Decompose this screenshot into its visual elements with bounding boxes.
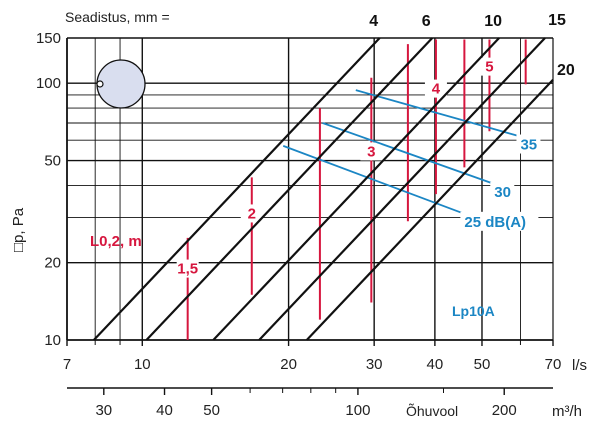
x-tick-label: 70 xyxy=(545,356,562,373)
y-tick-label: 20 xyxy=(44,255,61,272)
y-tick-label: 100 xyxy=(36,75,61,92)
x-top-unit: l/s xyxy=(572,357,587,374)
throw-layer: 1,5 2 3 4 5 xyxy=(177,39,526,340)
setting-lines-layer: 4 6 10 15 20 xyxy=(94,12,575,340)
damper-pivot xyxy=(97,81,103,87)
sound-label: 25 dB(A) xyxy=(464,214,526,231)
throw-legend-label: L0,2, m xyxy=(90,233,142,250)
sound-label: 30 xyxy=(494,184,511,201)
sound-legend-label: Lp10A xyxy=(452,303,495,319)
setting-label: 10 xyxy=(484,13,502,30)
m3h-tick-label: 100 xyxy=(345,402,370,419)
setting-label: 6 xyxy=(422,13,431,30)
x-bottom-unit: m³/h xyxy=(552,403,582,420)
throw-label: 2 xyxy=(248,205,256,222)
m3h-tick-label: 30 xyxy=(95,402,112,419)
damper-symbol xyxy=(97,60,145,108)
m3h-tick-label: 50 xyxy=(203,402,220,419)
x-tick-label: 7 xyxy=(63,356,71,373)
header-label: Seadistus, mm = xyxy=(65,9,170,25)
setting-line xyxy=(307,80,553,340)
x-tick-label: 40 xyxy=(427,356,444,373)
m3h-tick-label: 200 xyxy=(492,402,517,419)
y-tick-label: 10 xyxy=(44,332,61,349)
throw-label: 1,5 xyxy=(177,261,198,278)
x-tick-label: 20 xyxy=(280,356,297,373)
y-tick-label: 50 xyxy=(44,153,61,170)
y-axis-label: □p, Pa xyxy=(10,207,27,252)
throw-label: 3 xyxy=(367,143,375,160)
damper-inset xyxy=(97,60,145,108)
sound-label: 35 xyxy=(520,137,537,154)
x-tick-label: 50 xyxy=(474,356,491,373)
x-tick-label: 10 xyxy=(134,356,151,373)
throw-label: 5 xyxy=(485,59,493,76)
x-tick-label: 30 xyxy=(366,356,383,373)
x-bottom-label: Õhuvool xyxy=(406,403,458,419)
setting-label: 4 xyxy=(369,13,378,30)
setting-label: 15 xyxy=(548,12,566,29)
m3h-tick-label: 40 xyxy=(156,402,173,419)
throw-label: 4 xyxy=(432,81,441,98)
y-tick-label: 150 xyxy=(36,30,61,47)
setting-label: 20 xyxy=(557,62,575,79)
